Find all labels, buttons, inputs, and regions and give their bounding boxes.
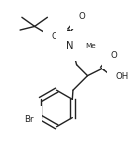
Text: O: O [111,51,117,60]
Text: Me: Me [85,43,96,50]
Text: O: O [79,12,85,21]
Text: N: N [66,41,73,51]
Text: OH: OH [116,72,129,81]
Text: Br: Br [24,115,33,124]
Text: O: O [51,32,58,41]
